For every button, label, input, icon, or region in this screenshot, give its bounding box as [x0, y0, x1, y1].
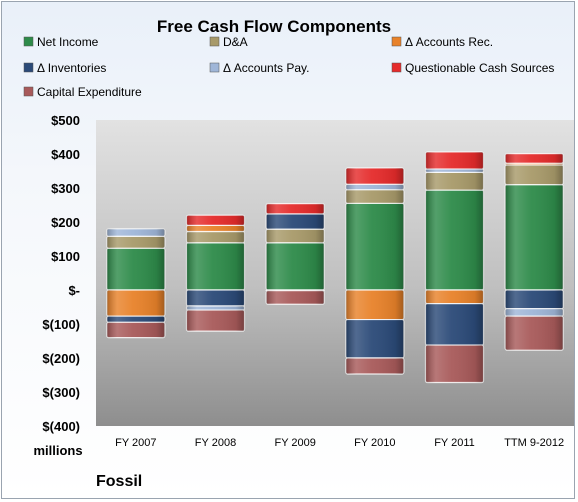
legend-label: D&A: [223, 35, 248, 49]
plot-area: [96, 120, 574, 426]
x-tick-label: FY 2008: [195, 437, 236, 449]
legend-swatch: [209, 36, 220, 47]
y-tick-label: $-: [68, 283, 80, 298]
legend-swatch: [391, 36, 402, 47]
bar-segment-shading: [186, 305, 245, 311]
bar-segment-shading: [186, 242, 245, 290]
legend-label: Δ Accounts Rec.: [405, 35, 493, 49]
legend-swatch: [23, 62, 34, 73]
y-tick-label: $(100): [42, 317, 80, 332]
y-tick-label: $300: [51, 181, 80, 196]
bar-segment-shading: [505, 184, 564, 290]
unit-label: millions: [33, 443, 82, 458]
bar-segment-shading: [505, 290, 564, 309]
y-tick-label: $400: [51, 147, 80, 162]
x-tick-label: TTM 9-2012: [504, 437, 564, 449]
bar-segment-shading: [505, 316, 564, 351]
legend-swatch: [209, 62, 220, 73]
bar-segment-shading: [425, 172, 484, 191]
x-tick-label: FY 2010: [354, 437, 395, 449]
x-tick-label: FY 2007: [115, 437, 156, 449]
legend-swatch: [23, 86, 34, 97]
x-tick-label: FY 2009: [274, 437, 315, 449]
x-axis: FY 2007 FY 2008 FY 2009 FY 2010 FY 2011 TTM 9…: [115, 437, 564, 449]
legend-label: Capital Expenditure: [37, 85, 142, 99]
bar-segment-shading: [266, 203, 325, 214]
bar-segment-shading: [266, 229, 325, 243]
bar-segment-shading: [106, 290, 165, 317]
bar-segment-shading: [106, 236, 165, 249]
bar-segment-shading: [425, 303, 484, 346]
bar-segment-shading: [186, 225, 245, 232]
bar-segment-shading: [345, 319, 404, 358]
legend-label: Net Income: [37, 35, 99, 49]
bar-segment-shading: [345, 167, 404, 185]
bar-segment-shading: [505, 308, 564, 317]
bar-segment-shading: [186, 310, 245, 332]
y-tick-label: $200: [51, 215, 80, 230]
bar-segment-shading: [266, 290, 325, 305]
bar-segment-shading: [345, 358, 404, 374]
y-tick-label: $(300): [42, 385, 80, 400]
legend-label: Δ Inventories: [37, 61, 106, 75]
bar-segment-shading: [106, 248, 165, 290]
bar-segment-shading: [505, 153, 564, 164]
legend: Net Income D&A Δ Accounts Rec. Δ Inventorie…: [23, 35, 554, 99]
bar-segment-shading: [186, 231, 245, 243]
bar-segment-shading: [266, 213, 325, 230]
bar-segment-shading: [345, 189, 404, 204]
bar-segment-shading: [505, 164, 564, 185]
bar-segment-shading: [345, 203, 404, 290]
legend-swatch: [391, 62, 402, 73]
legend-label: Δ Accounts Pay.: [223, 61, 310, 75]
bar-segment-shading: [186, 215, 245, 226]
bars: [106, 151, 564, 384]
y-tick-label: $(400): [42, 419, 80, 434]
legend-swatch: [23, 36, 34, 47]
bar-segment-shading: [106, 228, 165, 237]
bar-segment-shading: [425, 290, 484, 304]
legend-label: Questionable Cash Sources: [405, 61, 554, 75]
bar-segment-shading: [266, 242, 325, 290]
bar-segment-shading: [106, 316, 165, 323]
company-name: Fossil: [96, 473, 142, 490]
bar-segment-shading: [425, 168, 484, 173]
bar-segment-shading: [345, 184, 404, 190]
bar-segment-shading: [425, 345, 484, 383]
x-tick-label: FY 2011: [434, 437, 475, 449]
y-tick-label: $(200): [42, 351, 80, 366]
bar-segment-shading: [345, 290, 404, 320]
y-axis: $500 $400 $300 $200 $100 $- $(100) $(200) $(300)…: [42, 113, 80, 434]
y-tick-label: $500: [51, 113, 80, 128]
bar-segment-shading: [106, 322, 165, 338]
bar-segment-shading: [425, 190, 484, 290]
bar-segment-shading: [186, 290, 245, 306]
y-tick-label: $100: [51, 249, 80, 264]
bar-segment-shading: [425, 151, 484, 169]
chart-title: Free Cash Flow Components: [157, 17, 391, 36]
